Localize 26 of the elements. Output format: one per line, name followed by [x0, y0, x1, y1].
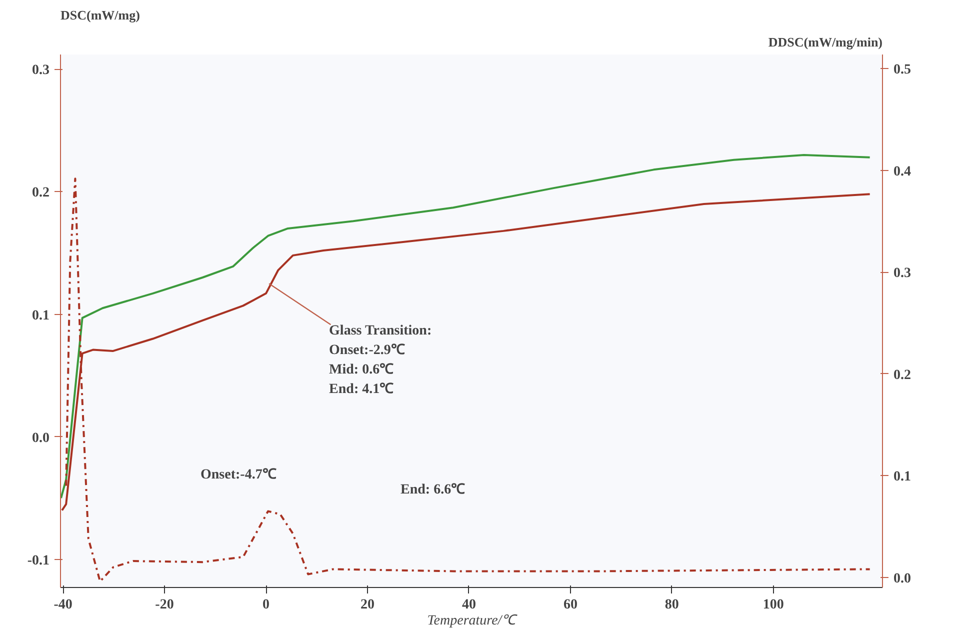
annotation: End: 6.6℃	[400, 482, 466, 498]
y2-tick-label: 0.1	[894, 470, 911, 485]
annotation: Onset:-4.7℃	[200, 468, 276, 482]
annotation: Glass Transition: Onset:-2.9℃ Mid: 0.6℃ End: 4.1℃	[329, 324, 432, 398]
x-tick-label: 80	[664, 598, 679, 612]
x-axis-title: Temperature/℃	[427, 614, 518, 628]
line-series	[65, 178, 871, 582]
y2-tick-label: 0.0	[894, 571, 911, 586]
y2-tick-label: 0.5	[894, 62, 911, 78]
y2-tick-label: 0.3	[894, 266, 911, 282]
x-tick-label: 40	[462, 598, 476, 612]
y-tick-label: 0.3	[32, 63, 50, 78]
y2-tick-label: 0.2	[894, 368, 911, 383]
y-tick-label: 0.1	[32, 308, 50, 324]
x-tick-label: 20	[360, 598, 374, 612]
x-tick-label: -40	[54, 598, 72, 612]
y-tick-label: 0.2	[32, 186, 50, 201]
x-tick-label: -20	[155, 598, 174, 612]
x-tick-label: 0	[262, 598, 270, 612]
y2-tick-label: 0.4	[894, 164, 911, 180]
y-axis-title: DSC(mW/mg)	[60, 8, 140, 22]
y2-axis-title: DDSC(mW/mg/min)	[768, 34, 883, 50]
y-tick-label: 0.0	[32, 430, 50, 446]
x-tick-label: 100	[762, 598, 784, 612]
x-tick-label: 60	[563, 598, 578, 612]
y-tick-label: -0.1	[27, 553, 50, 568]
